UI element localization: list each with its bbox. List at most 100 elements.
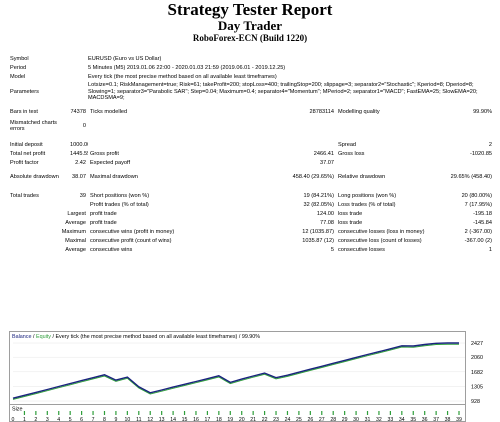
value: 2.42 — [75, 160, 86, 167]
size-bar — [252, 411, 254, 415]
label: Mismatched charts errors — [10, 119, 57, 133]
x-tick-label: 7 — [92, 417, 95, 422]
value2: 12 (1035.87) — [302, 229, 334, 236]
value3: 7 (17.95%) — [464, 202, 493, 209]
report-title: Strategy Tester Report — [167, 0, 333, 19]
label3: consecutive losses — [338, 247, 385, 254]
y-axis-labels: 2427 2060 1682 1305 928 — [471, 341, 483, 405]
x-tick-label: 24 — [285, 417, 291, 422]
size-bar — [332, 411, 334, 415]
size-bar — [435, 411, 437, 415]
size-bar — [309, 411, 311, 415]
label: Maximum — [61, 229, 86, 236]
row-initial-deposit: Initial deposit 1000.00 Spread 2 — [8, 141, 494, 150]
label3: loss trade — [338, 220, 363, 227]
label3: Spread — [338, 142, 357, 149]
x-tick-label: 25 — [296, 417, 302, 422]
size-bar — [103, 411, 106, 415]
x-tick-label: 8 — [103, 417, 106, 422]
size-bar — [149, 411, 151, 415]
label2: Profit trades (% of total) — [90, 202, 149, 209]
x-tick-label: 0 — [12, 417, 15, 422]
chart-frame — [9, 331, 466, 422]
value2: 124.00 — [316, 211, 334, 218]
x-tick-label: 20 — [239, 417, 245, 422]
balance-line — [12, 342, 459, 399]
row-profit-trades: Profit trades (% of total) 32 (82.05%) L… — [8, 201, 494, 210]
x-axis-labels: 0 1 2 3 4 5 6 7 8 9 10 11 12 13 14 15 16 17 18 19 20 21 22 23 24… — [12, 417, 462, 422]
x-tick-label: 2 — [34, 417, 37, 422]
value2: 458.40 (29.65%) — [292, 173, 334, 180]
x-tick-label: 36 — [422, 417, 428, 422]
x-tick-label: 9 — [114, 417, 117, 422]
label: Maximal — [65, 238, 86, 245]
label3: Modelling quality — [338, 109, 380, 116]
row-absolute-drawdown: Absolute drawdown 38.07 Maximal drawdown… — [8, 168, 494, 186]
y-tick-label: 1305 — [471, 384, 483, 390]
x-tick-label: 30 — [353, 417, 359, 422]
label: Symbol — [10, 56, 29, 63]
row-model: Model Every tick (the most precise metho… — [8, 73, 494, 82]
label: Model — [10, 74, 26, 81]
row-symbol: Symbol EURUSD (Euro vs US Dollar) — [8, 55, 494, 64]
value3: 2 — [488, 142, 493, 149]
x-tick-label: 32 — [376, 417, 382, 422]
label3: loss trade — [338, 211, 363, 218]
x-tick-label: 10 — [124, 417, 130, 422]
size-bar — [378, 411, 380, 415]
size-bar — [389, 411, 391, 415]
size-bar — [286, 411, 289, 415]
value: 1445.55 — [70, 151, 88, 158]
x-tick-label: 17 — [205, 417, 211, 422]
label2: consecutive wins (profit in money) — [90, 229, 175, 236]
size-bar — [366, 411, 369, 415]
x-tick-label: 26 — [307, 417, 313, 422]
row-total-trades: Total trades 39 Short positions (won %) … — [8, 192, 494, 201]
label2: Ticks modelled — [90, 109, 128, 116]
size-bar — [241, 411, 243, 415]
y-tick-label: 928 — [471, 399, 480, 405]
size-label: Size — [12, 407, 23, 413]
x-tick-label: 29 — [342, 417, 348, 422]
x-tick-label: 23 — [273, 417, 279, 422]
row-period: Period 5 Minutes (M5) 2019.01.06 22:00 -… — [8, 64, 494, 73]
x-tick-label: 37 — [433, 417, 439, 422]
label3: Loss trades (% of total) — [338, 202, 396, 209]
value2: 2466.41 — [313, 151, 334, 158]
x-tick-label: 31 — [365, 417, 371, 422]
label: Profit factor — [10, 160, 39, 167]
row-maximum: Maximum consecutive wins (profit in mone… — [8, 228, 494, 237]
chart-legend: Balance / Equity / Every tick (the most … — [12, 334, 260, 340]
size-bar — [424, 411, 426, 415]
size-bar — [321, 411, 323, 415]
x-tick-label: 12 — [147, 417, 153, 422]
size-bar — [46, 411, 48, 415]
value3: 99.90% — [473, 109, 493, 116]
x-tick-label: 1 — [23, 417, 26, 422]
x-tick-label: 38 — [445, 417, 451, 422]
value3: -195.18 — [473, 211, 493, 218]
value2: 1035.87 (12) — [302, 238, 334, 245]
server-build: RoboForex-ECN (Build 1220) — [192, 33, 308, 43]
x-tick-label: 28 — [330, 417, 336, 422]
label2: consecutive profit (count of wins) — [90, 238, 172, 245]
y-tick-label: 2427 — [471, 341, 483, 347]
label2: Expected payoff — [90, 160, 131, 167]
size-bar — [229, 411, 231, 415]
value3: 20 (80.00%) — [461, 193, 493, 200]
label: Largest — [67, 211, 86, 218]
size-bar — [218, 411, 220, 415]
x-tick-label: 11 — [136, 417, 141, 422]
x-tick-label: 3 — [46, 417, 49, 422]
value3: -367.00 (2) — [464, 238, 493, 245]
row-average-consecutive: Average consecutive wins 5 consecutive l… — [8, 246, 494, 255]
size-bar — [206, 411, 209, 415]
label: Bars in test — [10, 109, 38, 116]
value: 38.07 — [72, 173, 86, 180]
label: Period — [10, 65, 27, 72]
equity-line — [12, 343, 459, 400]
report-table: Symbol EURUSD (Euro vs US Dollar) Period… — [8, 55, 494, 255]
size-bar — [138, 411, 140, 415]
label2: Maximal drawdown — [90, 173, 138, 180]
size-bar — [401, 411, 403, 415]
